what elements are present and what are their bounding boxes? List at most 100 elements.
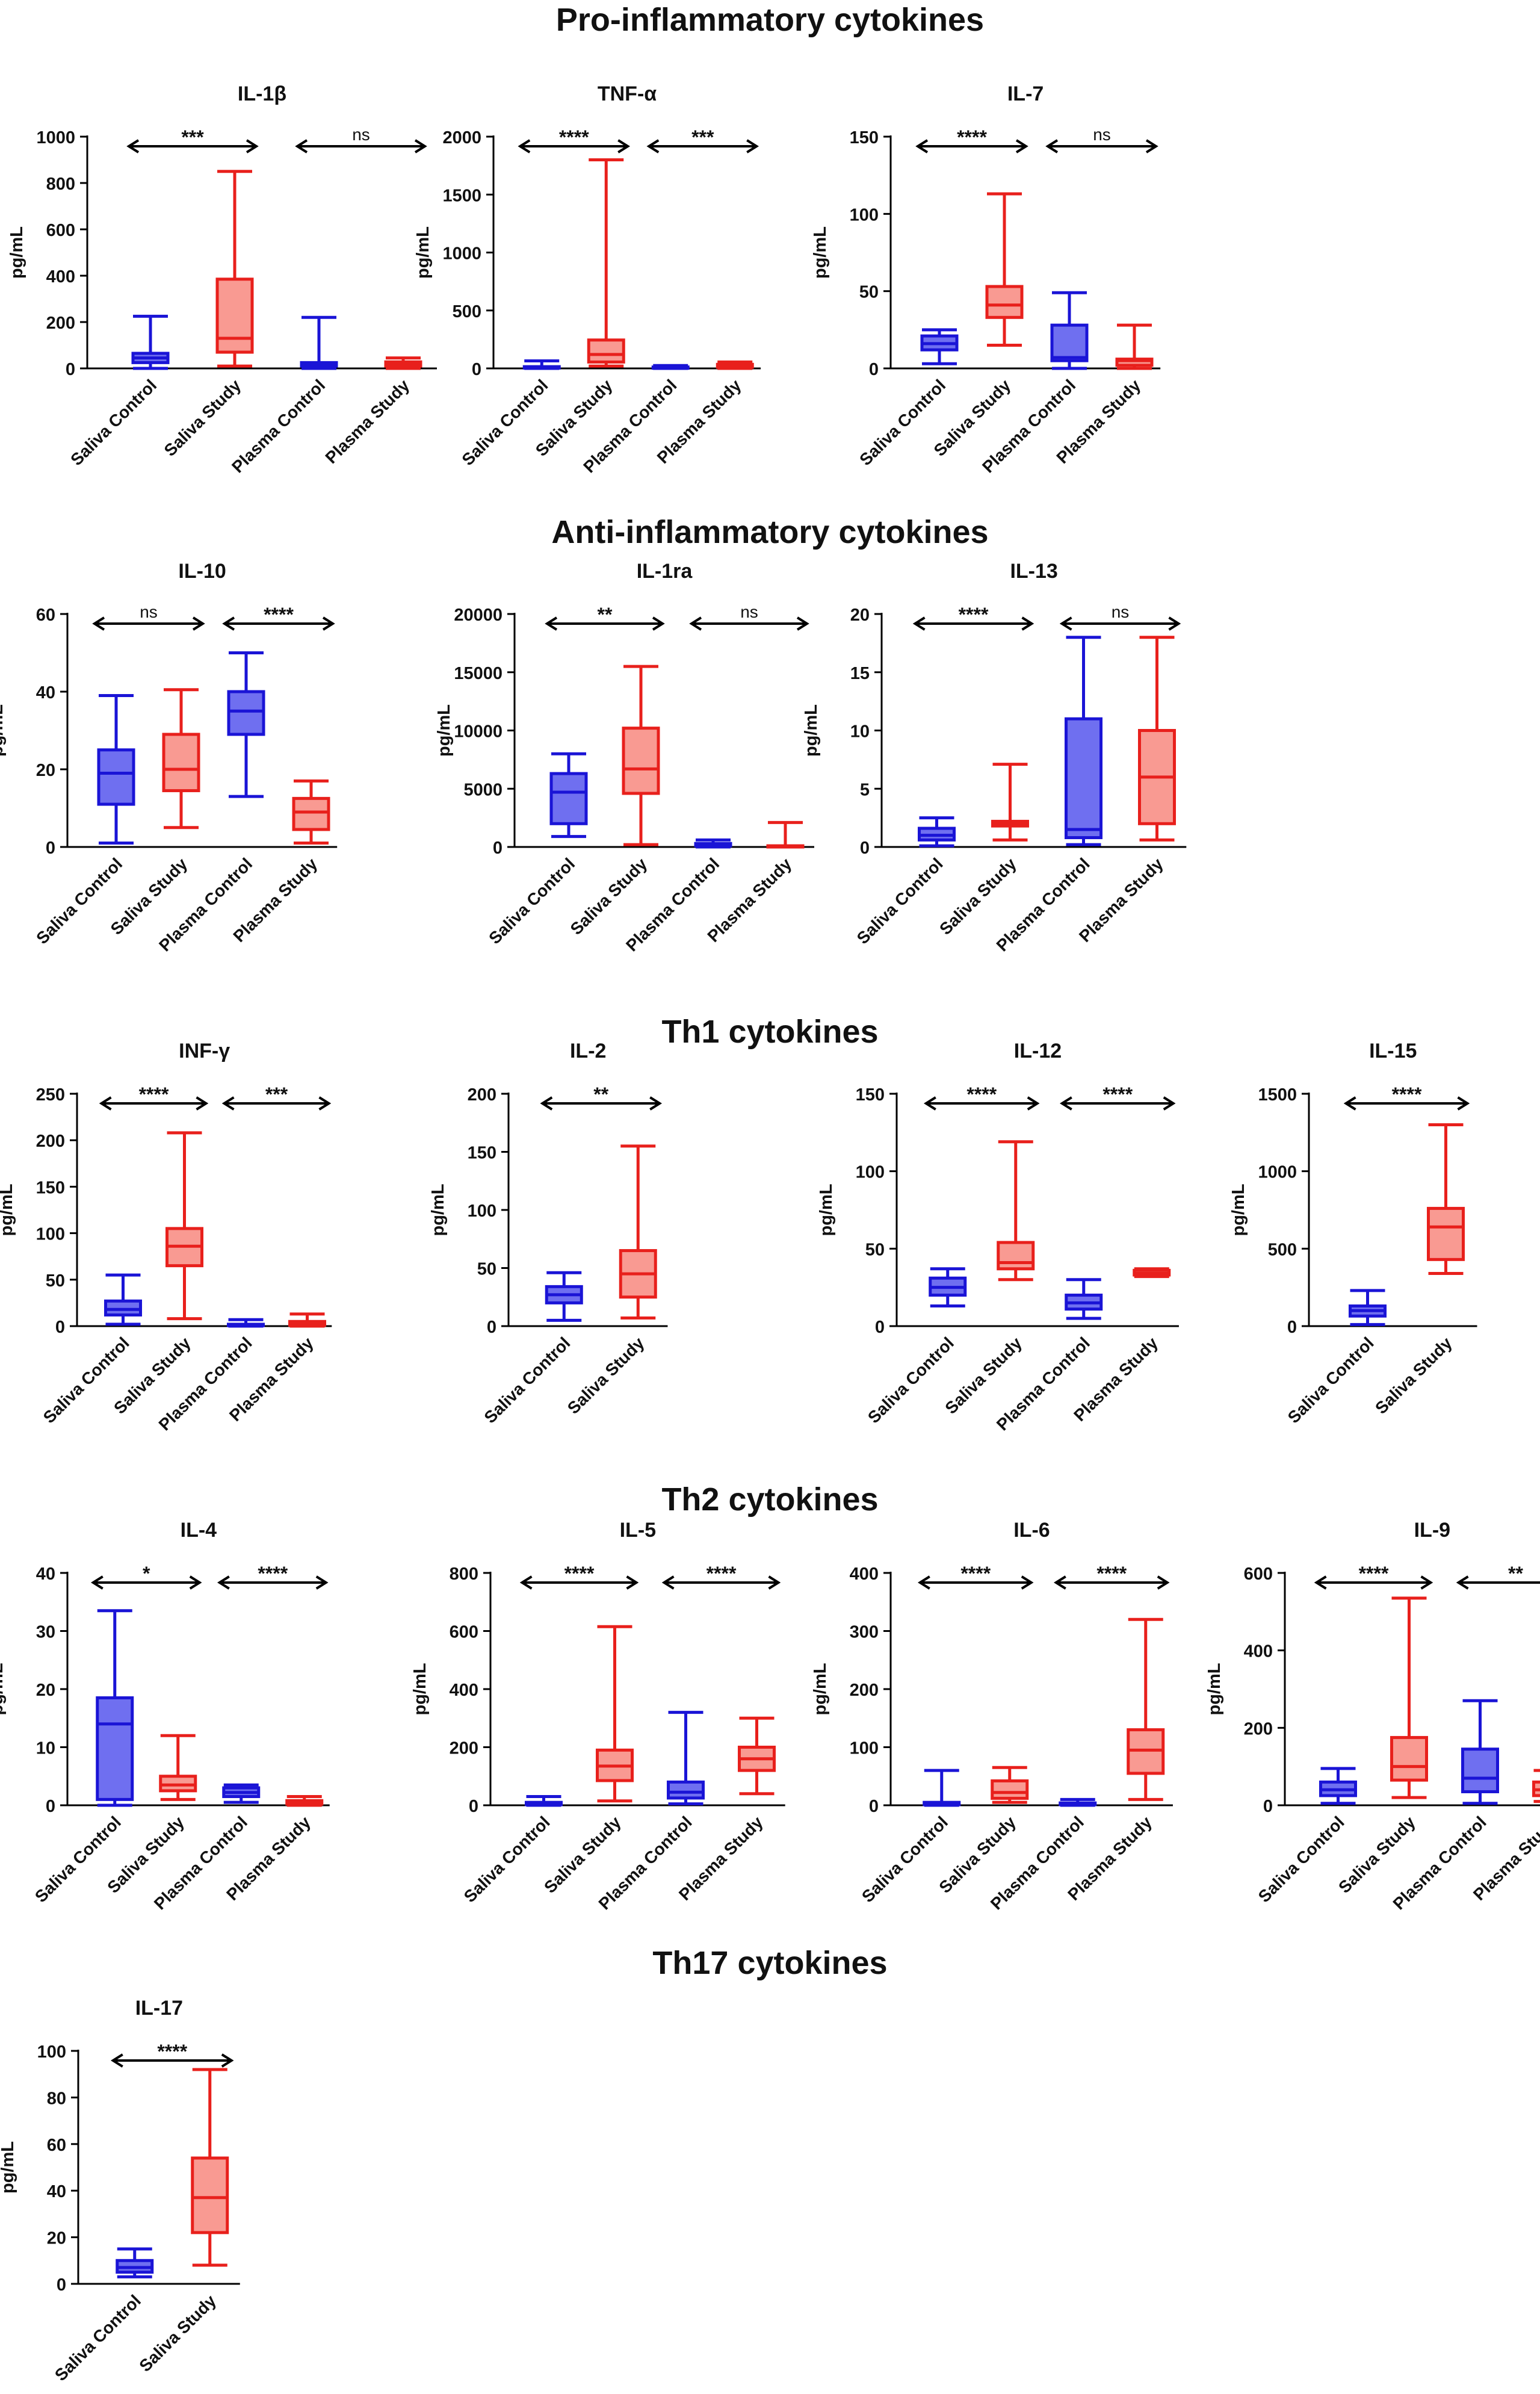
arrowhead-right — [652, 616, 665, 631]
y-tick-label: 50 — [477, 1260, 496, 1279]
box-plasma-control — [1461, 1699, 1499, 1805]
arrowhead-left — [915, 139, 929, 154]
y-tick-label: 800 — [450, 1564, 478, 1584]
x-tick-label: Saliva Control — [856, 376, 949, 469]
box-plasma-control — [1050, 291, 1089, 370]
box-plasma-control — [667, 1711, 705, 1806]
box-saliva-control — [920, 328, 959, 365]
x-tick-label: Saliva Study — [1371, 1333, 1456, 1418]
y-tick-label: 5000 — [463, 780, 503, 799]
arrowhead-right — [1021, 616, 1034, 631]
x-tick-label: Saliva Control — [51, 2291, 144, 2384]
x-tick-label: Saliva Control — [480, 1333, 574, 1427]
y-tick-label: 300 — [850, 1623, 879, 1642]
significance-label: **** — [258, 1563, 288, 1584]
significance-bracket: **** — [1314, 1563, 1433, 1590]
significance-label: **** — [264, 604, 294, 625]
x-tick-label: Saliva Control — [853, 854, 947, 947]
chart-title: IL-1ra — [637, 560, 693, 583]
iqr-box — [985, 285, 1024, 319]
y-tick-label: 100 — [36, 1225, 65, 1244]
y-tick-label: 1500 — [1258, 1085, 1297, 1105]
box-plasma-study — [285, 1795, 324, 1807]
box-plasma-study — [1115, 323, 1154, 370]
y-axis-label: pg/mL — [811, 226, 830, 279]
box-saliva-study — [165, 1131, 203, 1321]
arrowhead-left — [1045, 139, 1059, 154]
box-plasma-study — [1532, 1769, 1540, 1803]
y-tick-label: 15 — [850, 664, 870, 683]
iqr-box — [622, 727, 660, 795]
y-tick-label: 0 — [860, 839, 870, 858]
box-plasma-control — [227, 651, 265, 798]
y-tick-label: 150 — [36, 1178, 65, 1197]
box-saliva-control — [522, 359, 561, 370]
y-axis-label: pg/mL — [428, 1184, 448, 1236]
y-axis-label: pg/mL — [0, 1663, 7, 1716]
significance-bracket: **** — [222, 604, 335, 631]
arrowhead-left — [646, 139, 660, 154]
arrowhead-left — [1343, 1096, 1356, 1111]
arrowhead-right — [1157, 1575, 1170, 1590]
significance-label: **** — [1392, 1084, 1422, 1105]
box-plasma-study — [1127, 1617, 1165, 1801]
section-title-pro-inflammatory: Pro-inflammatory cytokines — [555, 2, 985, 38]
y-tick-label: 50 — [46, 1271, 65, 1291]
significance-bracket: **** — [217, 1563, 329, 1590]
iqr-box — [96, 1696, 134, 1801]
significance-label: **** — [1359, 1563, 1389, 1584]
arrowhead-left — [126, 139, 140, 154]
y-tick-label: 0 — [493, 839, 503, 858]
box-saliva-study — [162, 688, 200, 830]
significance-label: **** — [157, 2041, 187, 2062]
y-tick-label: 400 — [1244, 1642, 1273, 1661]
significance-bracket: **** — [661, 1563, 781, 1590]
section-title-th17: Th17 cytokines — [652, 1945, 888, 1981]
y-tick-label: 200 — [1244, 1719, 1273, 1738]
y-tick-label: 500 — [453, 302, 481, 321]
iqr-box — [227, 690, 265, 736]
chart-title: IL-2 — [570, 1040, 606, 1062]
x-tick-label: Saliva Control — [67, 376, 160, 469]
y-tick-label: 200 — [468, 1085, 496, 1105]
y-tick-label: 40 — [36, 683, 55, 702]
significance-bracket: ns — [1045, 125, 1158, 154]
significance-bracket: * — [90, 1563, 202, 1590]
iqr-box — [549, 772, 588, 825]
arrowhead-left — [217, 1575, 230, 1590]
significance-label: **** — [959, 604, 989, 625]
arrowhead-left — [689, 616, 702, 631]
y-tick-label: 2000 — [442, 128, 481, 147]
box-saliva-study — [159, 1734, 197, 1801]
chart-il-2: IL-2 0 50 100 150 200 pg/mL Saliva ControlSaliv… — [428, 1040, 668, 1427]
y-axis-label: pg/mL — [817, 1184, 836, 1236]
y-tick-label: 0 — [869, 1797, 879, 1816]
y-tick-label: 20 — [36, 761, 55, 780]
arrowhead-right — [192, 616, 205, 631]
box-saliva-control — [545, 1271, 583, 1322]
chart-il-1ra: IL-1ra 0 5000 10000 15000 20000 pg/mL Saliva Co… — [434, 560, 814, 955]
chart-title: IL-7 — [1007, 82, 1044, 105]
section-title-th2: Th2 cytokines — [661, 1481, 879, 1518]
chart-il-1beta: IL-1β 0 200 400 600 800 1000 pg/mL Saliva Contro… — [7, 82, 437, 476]
y-tick-label: 1000 — [442, 244, 481, 264]
y-tick-label: 20 — [850, 606, 870, 625]
box-plasma-control — [222, 1783, 261, 1804]
significance-bracket: **** — [519, 1563, 639, 1590]
y-tick-label: 400 — [46, 267, 75, 287]
chart-title: IL-6 — [1013, 1519, 1050, 1542]
iqr-box — [215, 278, 254, 354]
arrowhead-right — [1420, 1575, 1433, 1590]
iqr-box — [1065, 717, 1102, 840]
arrowhead-left — [540, 1096, 553, 1111]
y-tick-label: 20 — [36, 1681, 55, 1700]
y-tick-label: 200 — [450, 1739, 478, 1758]
x-tick-label: Saliva Control — [32, 854, 126, 947]
